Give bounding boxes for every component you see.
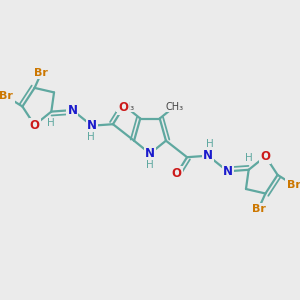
Text: CH₃: CH₃ <box>116 101 134 112</box>
Text: Br: Br <box>0 91 13 101</box>
Text: N: N <box>68 103 77 117</box>
Text: O: O <box>172 167 182 180</box>
Text: N: N <box>145 147 155 160</box>
Text: H: H <box>146 160 153 170</box>
Text: CH₃: CH₃ <box>166 101 184 112</box>
Text: H: H <box>87 132 94 142</box>
Text: O: O <box>118 101 128 114</box>
Text: N: N <box>203 149 213 162</box>
Text: H: H <box>206 139 213 149</box>
Text: N: N <box>223 165 232 178</box>
Text: Br: Br <box>287 180 300 190</box>
Text: H: H <box>47 118 55 128</box>
Text: Br: Br <box>252 203 266 214</box>
Text: Br: Br <box>34 68 48 78</box>
Text: N: N <box>87 119 97 132</box>
Text: O: O <box>30 118 40 132</box>
Text: H: H <box>245 153 253 164</box>
Text: O: O <box>260 150 270 163</box>
